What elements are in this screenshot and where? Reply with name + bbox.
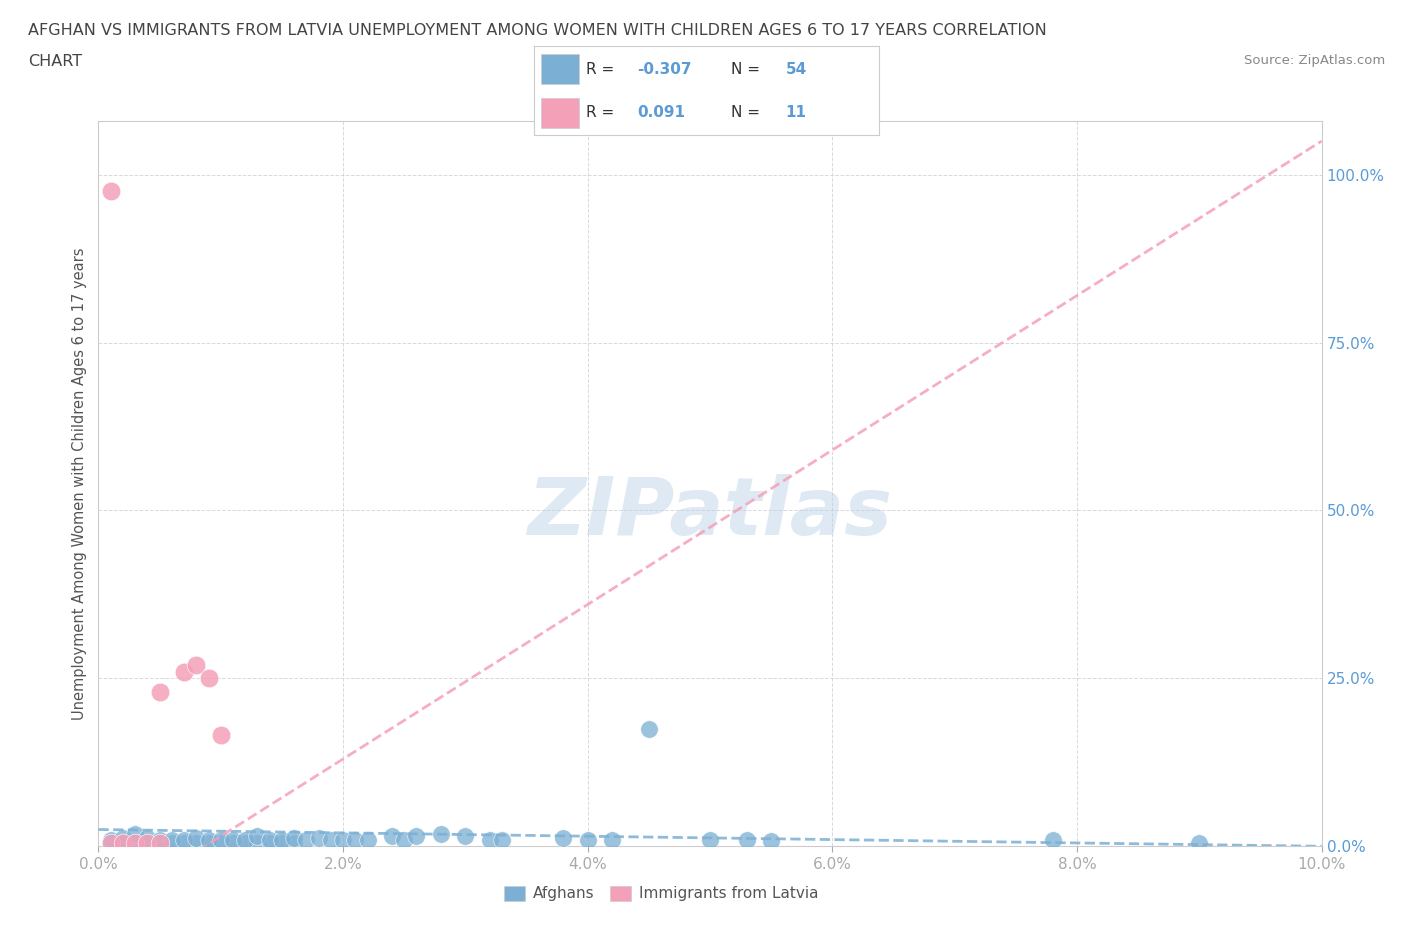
Point	[319, 832, 342, 847]
Point	[100, 835, 122, 850]
Point	[160, 832, 183, 847]
Point	[173, 835, 195, 850]
Point	[381, 829, 404, 844]
Point	[392, 832, 416, 847]
Point	[160, 835, 183, 850]
Point	[356, 832, 378, 847]
Point	[186, 835, 208, 850]
Point	[209, 832, 232, 847]
Point	[759, 833, 782, 848]
Point	[259, 832, 281, 847]
Point	[149, 835, 172, 850]
Point	[149, 832, 172, 847]
Text: R =: R =	[586, 62, 614, 77]
Point	[344, 832, 367, 847]
Point	[100, 835, 122, 850]
Point	[735, 832, 758, 847]
Point	[246, 835, 269, 850]
Point	[136, 835, 159, 850]
Point	[600, 832, 623, 847]
Point	[186, 830, 208, 845]
Text: 11: 11	[786, 105, 807, 120]
Point	[1188, 835, 1211, 850]
Point	[576, 832, 599, 847]
Point	[222, 835, 245, 850]
Point	[233, 832, 256, 847]
Text: AFGHAN VS IMMIGRANTS FROM LATVIA UNEMPLOYMENT AMONG WOMEN WITH CHILDREN AGES 6 T: AFGHAN VS IMMIGRANTS FROM LATVIA UNEMPLO…	[28, 23, 1047, 38]
Text: 0.091: 0.091	[638, 105, 686, 120]
Point	[478, 832, 501, 847]
Point	[454, 829, 477, 844]
Bar	[541, 55, 579, 85]
Text: -0.307: -0.307	[638, 62, 692, 77]
Point	[553, 830, 575, 845]
Legend: Afghans, Immigrants from Latvia: Afghans, Immigrants from Latvia	[498, 880, 824, 908]
Point	[197, 832, 219, 847]
Point	[1042, 832, 1064, 847]
Point	[100, 832, 122, 847]
Point	[100, 184, 122, 199]
Point	[197, 835, 219, 850]
Point	[308, 830, 330, 845]
Point	[124, 835, 146, 850]
Point	[173, 832, 195, 847]
Point	[405, 829, 427, 844]
Point	[270, 835, 292, 850]
Text: Source: ZipAtlas.com: Source: ZipAtlas.com	[1244, 54, 1385, 67]
Point	[111, 835, 134, 850]
Point	[699, 832, 721, 847]
Text: R =: R =	[586, 105, 614, 120]
Point	[149, 684, 172, 699]
Point	[283, 830, 305, 845]
Point	[111, 835, 134, 850]
Point	[491, 832, 513, 847]
Point	[246, 829, 269, 844]
Point	[332, 832, 354, 847]
Point	[173, 664, 195, 679]
Point	[209, 728, 232, 743]
Point	[149, 835, 172, 850]
Text: 54: 54	[786, 62, 807, 77]
Bar	[541, 98, 579, 127]
Point	[222, 832, 245, 847]
Point	[136, 835, 159, 850]
Point	[295, 832, 318, 847]
Text: N =: N =	[731, 62, 759, 77]
Y-axis label: Unemployment Among Women with Children Ages 6 to 17 years: Unemployment Among Women with Children A…	[72, 247, 87, 720]
Point	[233, 835, 256, 850]
Point	[637, 722, 661, 737]
Text: N =: N =	[731, 105, 759, 120]
Point	[111, 830, 134, 845]
Point	[259, 835, 281, 850]
Point	[186, 658, 208, 672]
Point	[124, 827, 146, 842]
Text: CHART: CHART	[28, 54, 82, 69]
Point	[270, 832, 292, 847]
Point	[209, 835, 232, 850]
Point	[124, 835, 146, 850]
Point	[197, 671, 219, 685]
Point	[136, 830, 159, 845]
Text: ZIPatlas: ZIPatlas	[527, 473, 893, 551]
Point	[283, 835, 305, 850]
Point	[430, 827, 453, 842]
